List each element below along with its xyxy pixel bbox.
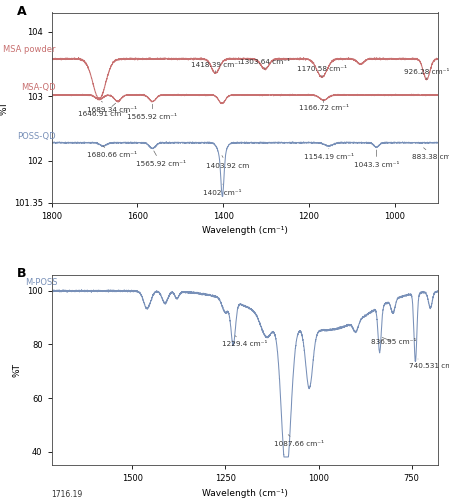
Y-axis label: %T: %T — [0, 100, 8, 114]
Text: 1303.64 cm⁻¹: 1303.64 cm⁻¹ — [240, 58, 290, 69]
Text: MSA-QD: MSA-QD — [21, 84, 56, 92]
Text: M-POSS: M-POSS — [25, 278, 57, 287]
Text: 740.531 cm⁻¹: 740.531 cm⁻¹ — [409, 359, 449, 369]
Y-axis label: %T: %T — [12, 363, 21, 377]
Text: 1646.91 cm⁻¹: 1646.91 cm⁻¹ — [78, 104, 128, 117]
Text: 1170.58 cm⁻¹: 1170.58 cm⁻¹ — [297, 66, 347, 77]
Text: 1565.92 cm⁻¹: 1565.92 cm⁻¹ — [128, 104, 177, 120]
X-axis label: Wavelength (cm⁻¹): Wavelength (cm⁻¹) — [202, 488, 288, 498]
X-axis label: Wavelength (cm⁻¹): Wavelength (cm⁻¹) — [202, 226, 288, 235]
Text: 1087.66 cm⁻¹: 1087.66 cm⁻¹ — [274, 434, 324, 447]
Text: 1154.19 cm⁻¹: 1154.19 cm⁻¹ — [304, 148, 354, 160]
Text: 1689.34 cm⁻¹: 1689.34 cm⁻¹ — [87, 102, 136, 112]
Text: 1716.19: 1716.19 — [52, 490, 83, 498]
Text: 926.28 cm⁻¹: 926.28 cm⁻¹ — [404, 69, 449, 80]
Text: 1166.72 cm⁻¹: 1166.72 cm⁻¹ — [299, 100, 349, 112]
Text: 1043.3 cm⁻¹: 1043.3 cm⁻¹ — [354, 150, 399, 168]
Text: 1403.92 cm: 1403.92 cm — [206, 156, 249, 168]
Text: 1680.66 cm⁻¹: 1680.66 cm⁻¹ — [87, 146, 136, 158]
Text: 1229.4 cm⁻¹: 1229.4 cm⁻¹ — [222, 336, 267, 347]
Text: 836.95 cm⁻¹: 836.95 cm⁻¹ — [371, 338, 416, 345]
Text: 1402 cm⁻¹: 1402 cm⁻¹ — [203, 184, 242, 196]
Text: A: A — [17, 5, 26, 18]
Text: 1565.92 cm⁻¹: 1565.92 cm⁻¹ — [136, 151, 186, 166]
Text: 1418.39 cm⁻¹: 1418.39 cm⁻¹ — [190, 62, 241, 72]
Text: B: B — [17, 268, 26, 280]
Text: 883.38 cm⁻¹: 883.38 cm⁻¹ — [412, 148, 449, 160]
Text: MSA powder: MSA powder — [4, 46, 56, 54]
Text: POSS-QD: POSS-QD — [18, 132, 56, 141]
